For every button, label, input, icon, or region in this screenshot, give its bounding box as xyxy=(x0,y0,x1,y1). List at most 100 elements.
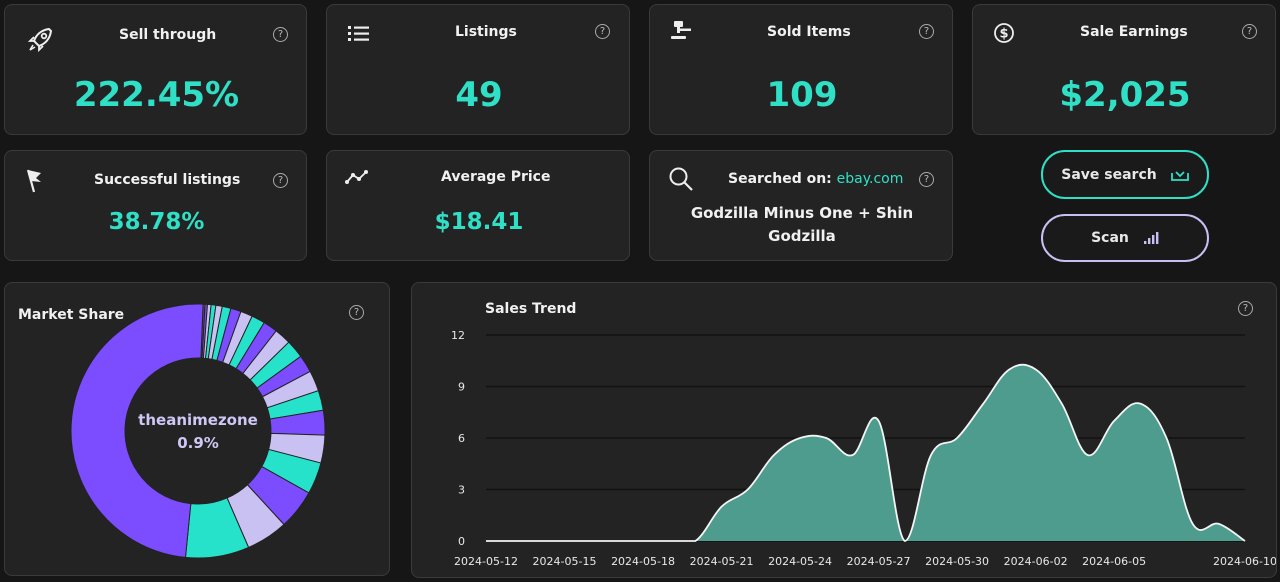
sale-earnings-title: Sale Earnings xyxy=(1080,24,1188,40)
listings-title: Listings xyxy=(455,24,517,40)
sell-through-card: Sell through ? 222.45% xyxy=(4,4,307,135)
sales-point[interactable] xyxy=(559,535,571,547)
sales-trend-title: Sales Trend xyxy=(485,301,577,317)
searched-on-text: Searched on: xyxy=(728,171,832,187)
sales-point[interactable] xyxy=(611,535,623,547)
y-tick-label: 12 xyxy=(451,329,465,342)
sales-point[interactable] xyxy=(689,535,701,547)
x-tick-label: 2024-05-27 xyxy=(847,555,911,568)
sold-items-help-icon[interactable]: ? xyxy=(919,24,934,39)
sales-trend-card: Sales Trend ? 0 3 6 9 12 2024-05-12 2024-05-15… xyxy=(411,282,1277,578)
sold-items-title: Sold Items xyxy=(767,24,851,40)
sales-point[interactable] xyxy=(977,398,989,410)
market-share-help-icon[interactable]: ? xyxy=(349,305,364,320)
sales-point[interactable] xyxy=(1134,398,1146,410)
average-price-card: Average Price $18.41 xyxy=(326,150,630,261)
sales-point[interactable] xyxy=(585,535,597,547)
sales-point[interactable] xyxy=(925,449,937,461)
sales-line xyxy=(485,363,1246,542)
y-tick-label: 6 xyxy=(458,432,465,445)
inbox-download-icon xyxy=(1170,170,1189,181)
sold-items-card: Sold Items ? 109 xyxy=(649,4,953,135)
sales-trend-help-icon[interactable]: ? xyxy=(1238,301,1253,316)
sales-point[interactable] xyxy=(637,535,649,547)
search-site[interactable]: ebay.com xyxy=(836,171,904,187)
searched-on-label: Searched on: ebay.com xyxy=(728,171,903,187)
sales-point[interactable] xyxy=(1239,535,1251,547)
search-help-icon[interactable]: ? xyxy=(919,172,934,187)
x-tick-label: 2024-05-24 xyxy=(768,555,832,568)
listings-value: 49 xyxy=(455,75,503,115)
search-query-line1: Godzilla Minus One + Shin xyxy=(690,204,914,222)
market-share-donut[interactable]: theanimezone 0.9% xyxy=(67,300,329,562)
sales-point[interactable] xyxy=(794,432,806,444)
sell-through-value: 222.45% xyxy=(73,75,240,115)
sales-point[interactable] xyxy=(532,535,544,547)
sales-point[interactable] xyxy=(1108,415,1120,427)
sales-point[interactable] xyxy=(1160,432,1172,444)
sales-point[interactable] xyxy=(846,449,858,461)
sales-point[interactable] xyxy=(506,535,518,547)
sales-point[interactable] xyxy=(716,501,728,513)
sale-earnings-help-icon[interactable]: ? xyxy=(1242,24,1257,39)
sales-point[interactable] xyxy=(1082,449,1094,461)
x-tick-label: 2024-05-21 xyxy=(690,555,754,568)
save-search-label: Save search xyxy=(1061,166,1157,183)
sold-items-value: 109 xyxy=(766,75,838,115)
x-tick-label: 2024-05-18 xyxy=(611,555,675,568)
market-share-card: Market Share ? theanimezone 0.9% xyxy=(4,282,390,576)
sales-area xyxy=(486,364,1245,541)
search-query-line2: Godzilla xyxy=(768,227,836,245)
y-tick-label: 0 xyxy=(458,535,465,548)
search-info-card: Searched on: ebay.com ? Godzilla Minus O… xyxy=(649,150,953,261)
y-tick-label: 9 xyxy=(458,381,465,394)
listings-help-icon[interactable]: ? xyxy=(595,24,610,39)
successful-listings-title: Successful listings xyxy=(94,172,241,188)
sales-point[interactable] xyxy=(1213,518,1225,530)
sell-through-help-icon[interactable]: ? xyxy=(273,27,288,42)
scan-label: Scan xyxy=(1091,230,1129,246)
average-price-title: Average Price xyxy=(441,169,551,185)
sales-point[interactable] xyxy=(1030,363,1042,375)
flag-icon xyxy=(26,169,41,193)
sales-trend-chart[interactable]: 0 3 6 9 12 2024-05-12 2024-05-15 2024-05-18 2024… xyxy=(412,283,1276,577)
average-price-value: $18.41 xyxy=(434,209,524,235)
sell-through-title: Sell through xyxy=(119,27,217,43)
market-share-title: Market Share xyxy=(18,307,125,323)
sales-point[interactable] xyxy=(1003,363,1015,375)
successful-listings-value: 38.78% xyxy=(108,209,205,235)
sales-point[interactable] xyxy=(480,535,492,547)
x-tick-label: 2024-06-05 xyxy=(1082,555,1146,568)
signal-bars-icon xyxy=(1143,232,1159,244)
y-tick-label: 3 xyxy=(458,484,465,497)
sales-point[interactable] xyxy=(820,432,832,444)
donut-center-value: 0.9% xyxy=(177,434,219,452)
sales-point[interactable] xyxy=(1056,398,1068,410)
rocket-icon xyxy=(27,27,53,53)
list-icon xyxy=(348,26,369,41)
sales-point[interactable] xyxy=(873,415,885,427)
listings-card: Listings ? 49 xyxy=(326,4,630,135)
donut-center-name: theanimezone xyxy=(138,411,258,429)
svg-text:$: $ xyxy=(999,27,1008,42)
sales-point[interactable] xyxy=(899,535,911,547)
sale-earnings-card: $ Sale Earnings ? $2,025 xyxy=(972,4,1276,135)
successful-listings-help-icon[interactable]: ? xyxy=(273,173,288,188)
save-search-button[interactable]: Save search xyxy=(1041,150,1209,199)
x-tick-label: 2024-06-02 xyxy=(1004,555,1068,568)
sales-point[interactable] xyxy=(951,432,963,444)
donut-hole xyxy=(125,358,271,504)
x-tick-label: 2024-06-10 xyxy=(1213,555,1276,568)
x-tick-label: 2024-05-12 xyxy=(454,555,518,568)
search-query: Godzilla Minus One + Shin Godzilla xyxy=(650,202,954,248)
sale-earnings-value: $2,025 xyxy=(1059,75,1191,115)
sales-point[interactable] xyxy=(768,449,780,461)
sales-point[interactable] xyxy=(742,484,754,496)
successful-listings-card: Successful listings ? 38.78% xyxy=(4,150,307,261)
search-icon xyxy=(669,167,693,191)
trend-line-icon xyxy=(345,170,368,184)
dollar-icon: $ xyxy=(994,23,1014,43)
sales-point[interactable] xyxy=(1187,518,1199,530)
scan-button[interactable]: Scan xyxy=(1041,214,1209,262)
sales-point[interactable] xyxy=(663,535,675,547)
